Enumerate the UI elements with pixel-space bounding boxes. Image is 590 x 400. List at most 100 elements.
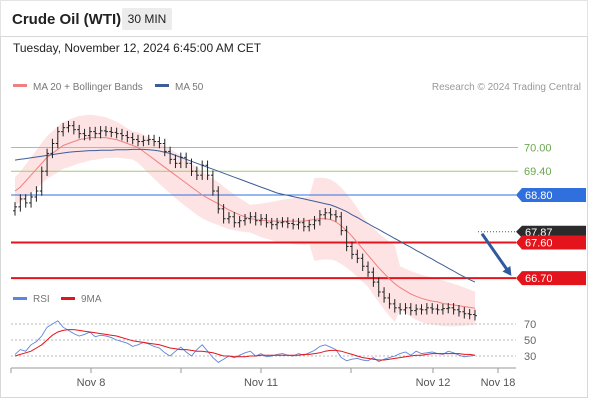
price-bar bbox=[194, 166, 199, 180]
ma50-legend-swatch bbox=[155, 84, 169, 87]
price-bar bbox=[141, 135, 146, 147]
price-bar bbox=[414, 304, 419, 316]
forecast-arrow bbox=[480, 232, 512, 276]
price-bar bbox=[50, 138, 55, 159]
forecast-arrow-head bbox=[502, 265, 512, 276]
price-bar bbox=[146, 134, 151, 146]
price-bar bbox=[136, 134, 141, 147]
price-bar bbox=[55, 126, 60, 149]
price-bar bbox=[307, 219, 312, 232]
price-bar bbox=[360, 253, 365, 271]
price-bar bbox=[82, 128, 87, 141]
time-tick-label: Nov 8 bbox=[77, 377, 106, 389]
price-bar bbox=[173, 154, 178, 169]
price-bar bbox=[398, 303, 403, 315]
price-legend: MA 20 + Bollinger Bands MA 50 Research ©… bbox=[13, 82, 581, 93]
price-bar bbox=[87, 126, 92, 141]
price-bar bbox=[114, 127, 119, 139]
price-bar bbox=[205, 160, 210, 180]
price-bar bbox=[275, 217, 280, 230]
price-bar bbox=[435, 304, 440, 315]
price-bar bbox=[371, 267, 376, 287]
price-bar bbox=[130, 132, 135, 145]
support-badge-67.60 bbox=[516, 235, 586, 250]
pivot-badge bbox=[516, 187, 586, 202]
price-bar bbox=[184, 152, 189, 169]
price-bar bbox=[77, 124, 82, 139]
price-bar bbox=[29, 192, 34, 208]
price-bar bbox=[312, 215, 317, 230]
price-bar bbox=[301, 217, 306, 232]
forecast-arrow-shaft bbox=[480, 232, 510, 272]
price-bar bbox=[349, 241, 354, 260]
price-bar bbox=[34, 186, 39, 202]
rsi-tick-30: 30 bbox=[524, 351, 536, 363]
price-bar bbox=[45, 148, 50, 176]
price-bar bbox=[419, 304, 424, 315]
price-bar bbox=[119, 128, 124, 141]
resistance-label-69.40: 69.40 bbox=[524, 166, 552, 178]
price-bar bbox=[430, 303, 435, 314]
price-bar bbox=[23, 194, 28, 208]
price-bar bbox=[248, 212, 253, 224]
price-bar bbox=[467, 309, 472, 320]
price-bar bbox=[13, 202, 17, 216]
price-bar bbox=[339, 212, 344, 236]
price-bar bbox=[456, 305, 461, 317]
ma20-legend-swatch bbox=[13, 84, 27, 87]
support-badge-66.70 bbox=[516, 271, 586, 286]
price-bar bbox=[162, 138, 167, 157]
rsi-legend: RSI 9MA bbox=[13, 294, 102, 305]
resistance-label-70.00: 70.00 bbox=[524, 142, 552, 154]
price-bar bbox=[296, 217, 301, 230]
chart-header: Crude Oil (WTI) 30 MIN bbox=[0, 0, 588, 36]
price-bar bbox=[291, 218, 296, 230]
chart-frame bbox=[0, 36, 588, 398]
price-bar bbox=[333, 210, 338, 222]
ma20-legend-label: MA 20 + Bollinger Bands bbox=[33, 82, 143, 93]
price-bar bbox=[216, 186, 221, 214]
price-levels bbox=[11, 146, 518, 280]
price-bar bbox=[168, 146, 173, 165]
price-bar bbox=[200, 160, 205, 180]
price-bar bbox=[189, 158, 194, 176]
ma50-line bbox=[14, 148, 476, 283]
rsi-line bbox=[14, 320, 476, 363]
price-bar bbox=[355, 249, 360, 264]
price-bar bbox=[264, 213, 269, 228]
rsi-tick-50: 50 bbox=[524, 335, 536, 347]
price-bar bbox=[440, 303, 445, 315]
price-bar bbox=[253, 212, 258, 226]
price-bar bbox=[226, 212, 231, 224]
price-bar bbox=[269, 217, 274, 230]
price-bar bbox=[66, 120, 71, 133]
time-tick-label: Nov 12 bbox=[416, 377, 451, 389]
timeframe-button[interactable]: 30 MIN bbox=[122, 8, 172, 30]
ma9-legend-swatch bbox=[61, 297, 75, 300]
price-bar bbox=[98, 126, 103, 139]
rsi-legend-swatch bbox=[13, 297, 27, 300]
price-bar bbox=[259, 213, 264, 226]
price-bar bbox=[103, 126, 108, 137]
price-bar bbox=[232, 212, 237, 228]
time-axis: Nov 8 Nov 11 Nov 12 Nov 18 bbox=[10, 367, 516, 389]
datetime-label: Tuesday, November 12, 2024 6:45:00 AM CE… bbox=[13, 41, 262, 55]
price-bar bbox=[366, 261, 371, 277]
price-bar bbox=[93, 126, 98, 139]
price-bar bbox=[382, 287, 387, 303]
pivot-label: 68.80 bbox=[525, 190, 553, 202]
support-label-66.70: 66.70 bbox=[525, 273, 553, 285]
price-bar bbox=[451, 303, 456, 315]
rsi-legend-label: RSI bbox=[33, 294, 50, 305]
support-label-67.60: 67.60 bbox=[525, 237, 553, 249]
9ma-line bbox=[14, 329, 476, 361]
chart-title: Crude Oil (WTI) bbox=[12, 11, 122, 28]
last-price-badge bbox=[516, 225, 586, 238]
price-bars bbox=[13, 120, 477, 321]
time-tick-label: Nov 11 bbox=[244, 377, 278, 389]
price-bar bbox=[109, 126, 114, 138]
price-bar bbox=[387, 293, 392, 309]
price-bar bbox=[178, 152, 183, 169]
